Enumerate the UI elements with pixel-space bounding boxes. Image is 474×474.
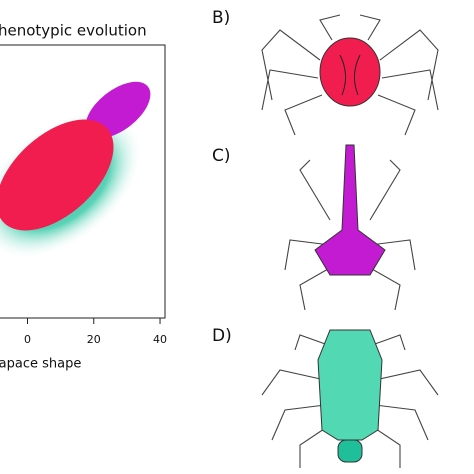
panel-label: B) [212,8,230,28]
crab-d [261,329,439,468]
panel-label: D) [212,326,232,346]
x-tick-label: 20 [87,333,101,346]
plot-frame [0,44,166,319]
x-tick-label: 40 [153,333,167,346]
crab-b [261,14,439,136]
plot-title: henotypic evolution [0,22,147,40]
x-tick-label: 0 [24,333,31,346]
point-clouds [0,81,151,260]
crab-c [284,144,416,311]
x-axis-label: apace shape [0,357,81,372]
panel-label: C) [212,146,231,166]
